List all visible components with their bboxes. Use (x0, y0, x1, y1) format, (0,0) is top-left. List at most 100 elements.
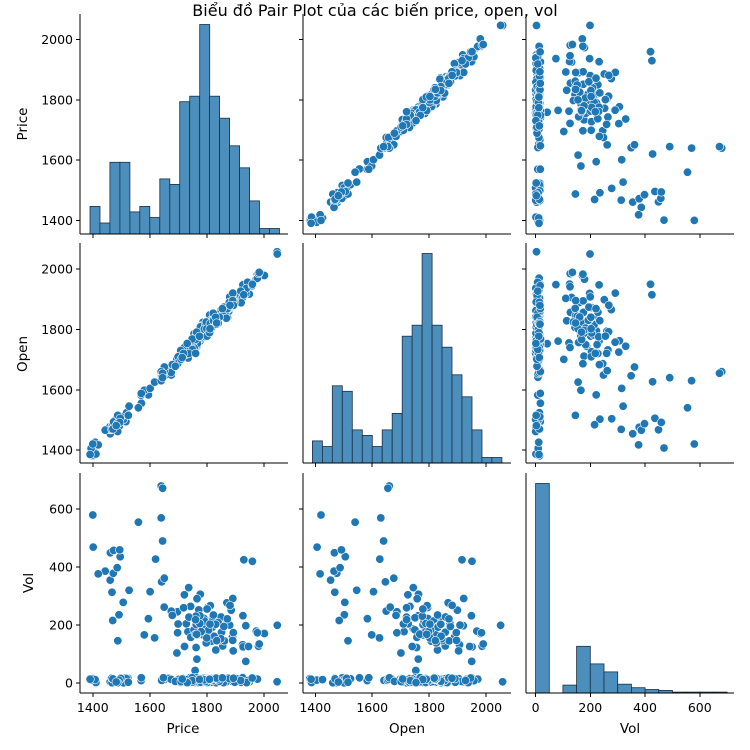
scatter-point (339, 610, 349, 620)
scatter-point (629, 362, 639, 372)
scatter-point (534, 352, 544, 362)
scatter-point (352, 585, 362, 595)
scatter-point (634, 440, 644, 450)
scatter-point (714, 142, 724, 152)
scatter-point (368, 155, 378, 165)
scatter-point (85, 674, 95, 684)
scatter-point (418, 103, 428, 113)
scatter-point (364, 673, 374, 683)
scatter-point (254, 267, 264, 277)
scatter-point (616, 195, 626, 205)
scatter-point (577, 34, 587, 44)
scatter-point (383, 483, 393, 493)
histogram-bar (535, 483, 550, 694)
scatter-point (217, 304, 227, 314)
scatter-point (498, 677, 508, 687)
histogram-bar (603, 671, 619, 694)
scatter-point (375, 554, 385, 564)
scatter-point (151, 554, 161, 564)
scatter-point (665, 142, 675, 152)
scatter-point (143, 614, 153, 624)
scatter-point (595, 188, 605, 198)
scatter-point (607, 414, 617, 424)
scatter-point (714, 368, 724, 378)
scatter-point (192, 654, 202, 664)
scatter-point (167, 610, 177, 620)
x-tick-label: 1600 (134, 700, 166, 715)
scatter-point (535, 78, 545, 88)
histogram-bar (119, 161, 131, 235)
scatter-point (343, 636, 353, 646)
scatter-point (411, 116, 421, 126)
scatter-point (247, 556, 257, 566)
histogram-bar (209, 95, 221, 235)
scatter-point (621, 114, 631, 124)
histogram-bar (229, 145, 241, 235)
scatter-point (595, 414, 605, 424)
scatter-point (565, 282, 575, 292)
scatter-point (535, 47, 545, 57)
scatter-point (561, 293, 571, 303)
x-tick-label: 400 (633, 700, 657, 715)
y-axis-label-price: Price (15, 108, 31, 141)
scatter-point (535, 141, 545, 151)
y-tick-label: 200 (49, 617, 73, 632)
scatter-point (447, 70, 457, 80)
y-tick-label: 600 (49, 502, 73, 517)
scatter-point (254, 639, 264, 649)
histogram-bar (441, 346, 453, 464)
scatter-point (205, 619, 215, 629)
scatter-point (457, 555, 467, 565)
x-tick-label: 600 (688, 700, 712, 715)
scatter-point (352, 177, 362, 187)
scatter-point (191, 348, 201, 358)
scatter-point (559, 127, 569, 137)
scatter-point (618, 401, 628, 411)
y-tick-label: 1800 (41, 322, 73, 337)
scatter-point (559, 354, 569, 364)
scatter-point (573, 95, 583, 105)
scatter-point (407, 641, 417, 651)
scatter-point (385, 602, 395, 612)
scatter-point (429, 673, 439, 683)
scatter-point (682, 403, 692, 413)
scatter-point (565, 51, 575, 61)
scatter-point (614, 347, 624, 357)
scatter-point (107, 587, 117, 597)
scatter-point (659, 215, 669, 225)
scatter-point (659, 443, 669, 453)
scatter-point (610, 105, 620, 115)
panel-vol-vs-open (305, 481, 508, 688)
scatter-point (585, 292, 595, 302)
y-tick-label: 1400 (41, 213, 73, 228)
scatter-point (408, 583, 418, 593)
scatter-point (336, 545, 346, 555)
scatter-point (586, 92, 596, 102)
histogram-bar (341, 390, 353, 464)
scatter-point (457, 56, 467, 66)
scatter-point (592, 340, 602, 350)
scatter-point (418, 604, 428, 614)
scatter-point (316, 510, 326, 520)
panel-price-vs-vol (531, 20, 727, 228)
scatter-point (531, 178, 541, 188)
scatter-point (682, 167, 692, 177)
scatter-point (368, 587, 378, 597)
y-tick-label: 1600 (41, 382, 73, 397)
scatter-point (576, 161, 586, 171)
scatter-point (535, 398, 545, 408)
scatter-point (447, 673, 457, 683)
scatter-point (465, 641, 475, 651)
x-tick-label: 1800 (413, 700, 445, 715)
scatter-point (614, 119, 624, 129)
scatter-point (531, 338, 541, 348)
scatter-point (650, 413, 660, 423)
scatter-point (114, 610, 124, 620)
scatter-point (564, 106, 574, 116)
scatter-point (367, 630, 377, 640)
histogram-bar (576, 645, 591, 694)
scatter-point (645, 279, 655, 289)
scatter-point (402, 615, 412, 625)
histogram-bar (269, 228, 280, 235)
